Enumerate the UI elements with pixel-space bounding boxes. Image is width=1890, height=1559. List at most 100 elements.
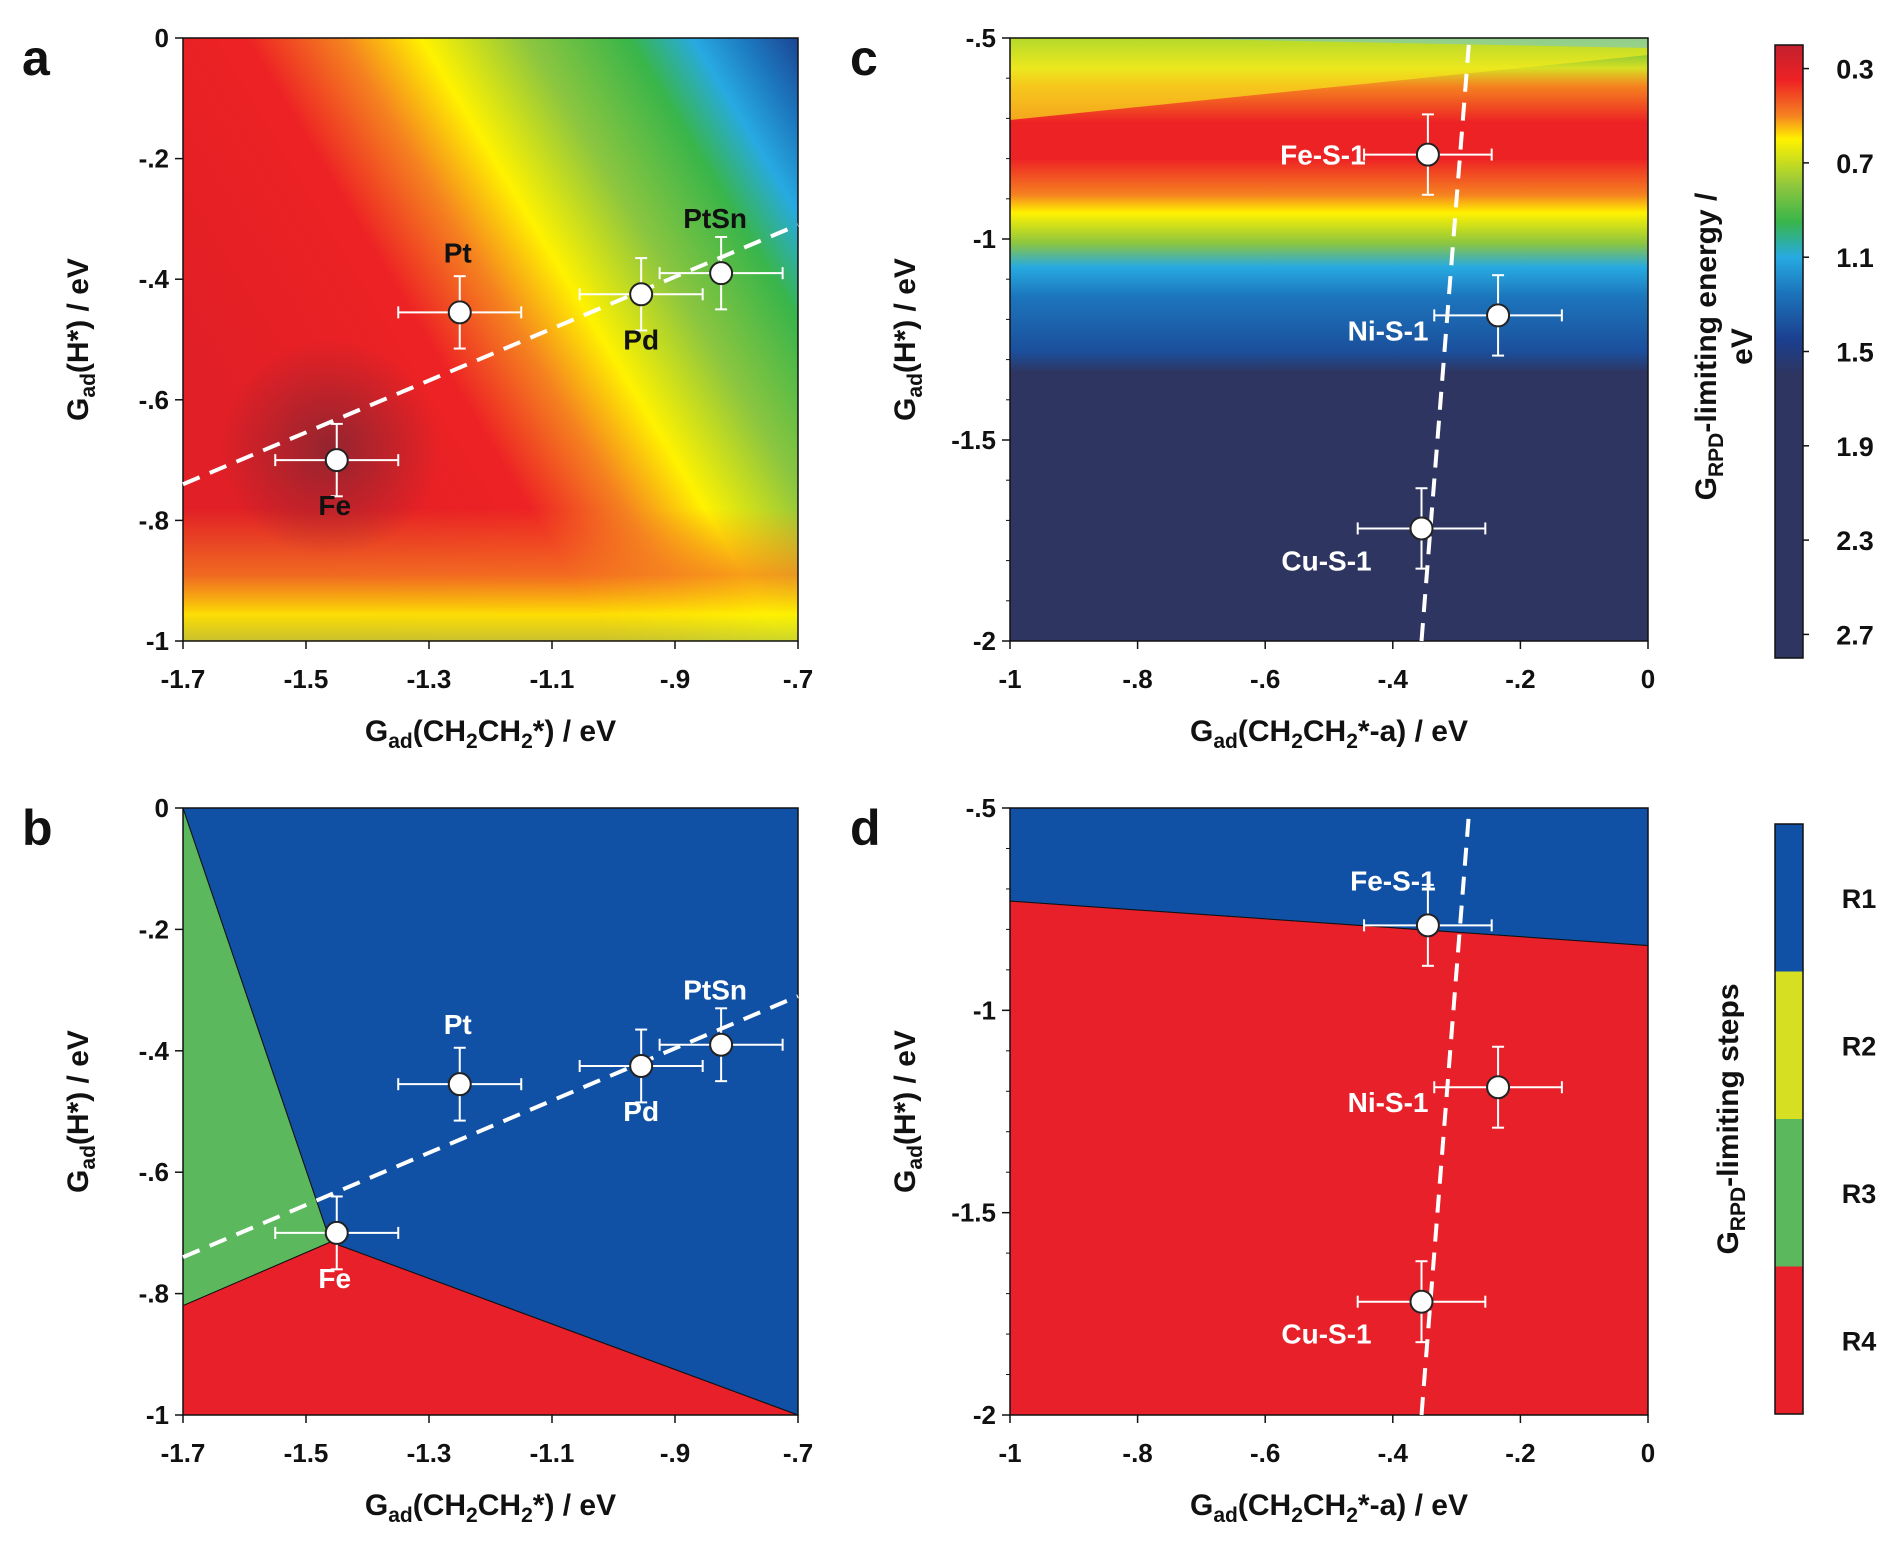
x-tick-label: -.8: [1122, 1438, 1152, 1468]
point-label: Fe: [318, 1263, 351, 1294]
point-label: Ni-S-1: [1348, 315, 1429, 346]
colorbar-tick-label: 1.1: [1836, 243, 1874, 273]
point-label: Pt: [444, 237, 472, 268]
y-tick-label: -.5: [966, 23, 996, 53]
x-tick-label: -.7: [783, 1438, 813, 1468]
plot-frame: [1009, 807, 1649, 1416]
x-tick-label: -.9: [660, 664, 690, 694]
trendline: [182, 994, 799, 1260]
y-tick-label: -.5: [966, 793, 996, 823]
panel-c-axes: -1 -.8 -.6 -.4 -.2 0 -.5 -1 -1.5 -2 Gad(CH2CH2*-a)…: [889, 23, 1655, 753]
x-tick-label: 0: [1641, 664, 1655, 694]
data-point-pt: Pt: [397, 1009, 523, 1122]
panel-b-regions: [182, 807, 799, 1416]
panel-letter-a: a: [22, 30, 51, 86]
data-point-fe-s-1: Fe-S-1: [1350, 865, 1493, 967]
x-tick-label: 0: [1641, 1438, 1655, 1468]
point-label: Ni-S-1: [1348, 1087, 1429, 1118]
step-label-r1: R1: [1842, 884, 1877, 914]
x-tick-label: -.2: [1505, 664, 1535, 694]
y-axis-title: Gad(H*) / eV: [889, 258, 927, 421]
trendline: [1419, 807, 1472, 1416]
colorbar-tick-label: 0.7: [1836, 149, 1874, 179]
y-axis-title: Gad(H*) / eV: [62, 1030, 100, 1193]
y-tick-label: -2: [973, 1400, 996, 1430]
point-label: Fe-S-1: [1350, 865, 1436, 896]
panel-c-heatmap: [1010, 38, 1648, 641]
data-point-ni-s-1: Ni-S-1: [1348, 1045, 1563, 1129]
colorbar-tick-label: 0.3: [1836, 55, 1874, 85]
x-tick-label: -.2: [1505, 1438, 1535, 1468]
panel-b: -1.7 -1.5 -1.3 -1.1 -.9 -.7 0 -.2 -.4 -.6 -.8 -1 Gad…: [62, 793, 813, 1527]
point-marker: [324, 448, 349, 473]
point-label: Pd: [623, 1096, 659, 1127]
panel-b-axes: -1.7 -1.5 -1.3 -1.1 -.9 -.7 0 -.2 -.4 -.6 -.8 -1 Gad…: [62, 793, 813, 1527]
step-swatch-r4: [1775, 1266, 1803, 1414]
data-point-fe: Fe: [274, 422, 400, 521]
step-label-r4: R4: [1842, 1326, 1877, 1356]
panel-a-axes: -1.7 -1.5 -1.3 -1.1 -.9 -.7 0 -.2 -.4 -.6 -.8 -1 Gad…: [62, 23, 813, 753]
point-label: PtSn: [683, 203, 747, 234]
colorbar-steps-frame: [1774, 823, 1804, 1415]
point-marker: [1486, 303, 1511, 328]
point-label: Fe-S-1: [1280, 140, 1366, 171]
x-tick-label: -1.7: [161, 664, 206, 694]
data-point-pd: Pd: [578, 257, 704, 355]
step-swatch-r1: [1775, 824, 1803, 972]
point-marker: [447, 300, 472, 325]
y-tick-label: -1: [146, 626, 169, 656]
x-tick-label: -1: [998, 1438, 1021, 1468]
point-label: Fe: [318, 490, 351, 521]
x-tick-label: -.6: [1250, 664, 1280, 694]
panel-a-heat-core: [183, 38, 798, 641]
x-axis-title: Gad(CH2CH2*) / eV: [365, 715, 616, 753]
point-marker: [1409, 516, 1434, 541]
x-tick-label: -.7: [783, 664, 813, 694]
y-tick-label: -2: [973, 626, 996, 656]
data-point-pt: Pt: [397, 237, 523, 350]
panel-letter-b: b: [22, 800, 53, 856]
x-tick-label: -1.3: [407, 664, 452, 694]
y-tick-label: -.2: [139, 914, 169, 944]
data-point-ptsn: PtSn: [658, 975, 784, 1083]
plot-frame: [182, 37, 799, 642]
x-tick-label: -1.5: [284, 1438, 329, 1468]
y-axis-title: Gad(H*) / eV: [62, 258, 100, 421]
x-tick-label: -.4: [1378, 1438, 1409, 1468]
point-marker: [629, 1053, 654, 1078]
colorbar-energy-title-unit: eV: [1726, 328, 1759, 365]
y-tick-label: -.4: [139, 264, 170, 294]
data-point-fe-s-1: Fe-S-1: [1280, 113, 1493, 196]
colorbar-energy-bar: [1774, 44, 1804, 659]
panel-c-heat-wedge: [1010, 38, 1648, 120]
panel-d-axes: -1 -.8 -.6 -.4 -.2 0 -.5 -1 -1.5 -2 Gad(CH2CH2*-a)…: [889, 793, 1655, 1527]
colorbar-steps-title: GRPD-limiting steps: [1712, 983, 1750, 1254]
data-point-ptsn: PtSn: [658, 203, 784, 311]
y-tick-label: -.8: [139, 505, 169, 535]
y-axis-title: Gad(H*) / eV: [889, 1030, 927, 1193]
y-tick-label: -.2: [139, 144, 169, 174]
x-tick-label: -1.3: [407, 1438, 452, 1468]
colorbar-steps: R1 R2 R3 R4 GRPD-limiting steps: [1712, 823, 1877, 1415]
x-tick-label: -.9: [660, 1438, 690, 1468]
panel-c-heat-wedge-2: [1150, 38, 1648, 48]
data-point-pd: Pd: [578, 1028, 704, 1127]
point-label: Cu-S-1: [1281, 1319, 1371, 1350]
x-axis-title: Gad(CH2CH2*) / eV: [365, 1489, 616, 1527]
data-point-fe: Fe: [274, 1195, 400, 1294]
x-tick-label: -1: [998, 664, 1021, 694]
plot-frame: [182, 807, 799, 1416]
step-label-r3: R3: [1842, 1179, 1877, 1209]
x-tick-label: -1.1: [530, 664, 575, 694]
point-marker: [709, 1032, 734, 1057]
y-tick-label: -1.5: [951, 1198, 996, 1228]
y-tick-label: -1: [973, 995, 996, 1025]
colorbar-energy: 0.3 0.7 1.1 1.5 1.9 2.3 2.7 GRPD-limiting energ…: [1690, 44, 1874, 659]
x-tick-label: -1.1: [530, 1438, 575, 1468]
x-axis-title: Gad(CH2CH2*-a) / eV: [1190, 1489, 1468, 1527]
panel-c: -1 -.8 -.6 -.4 -.2 0 -.5 -1 -1.5 -2 Gad(CH2CH2*-a)…: [889, 23, 1655, 753]
y-tick-label: -.6: [139, 1157, 169, 1187]
data-point-cu-s-1: Cu-S-1: [1281, 487, 1487, 576]
y-tick-label: 0: [155, 23, 169, 53]
